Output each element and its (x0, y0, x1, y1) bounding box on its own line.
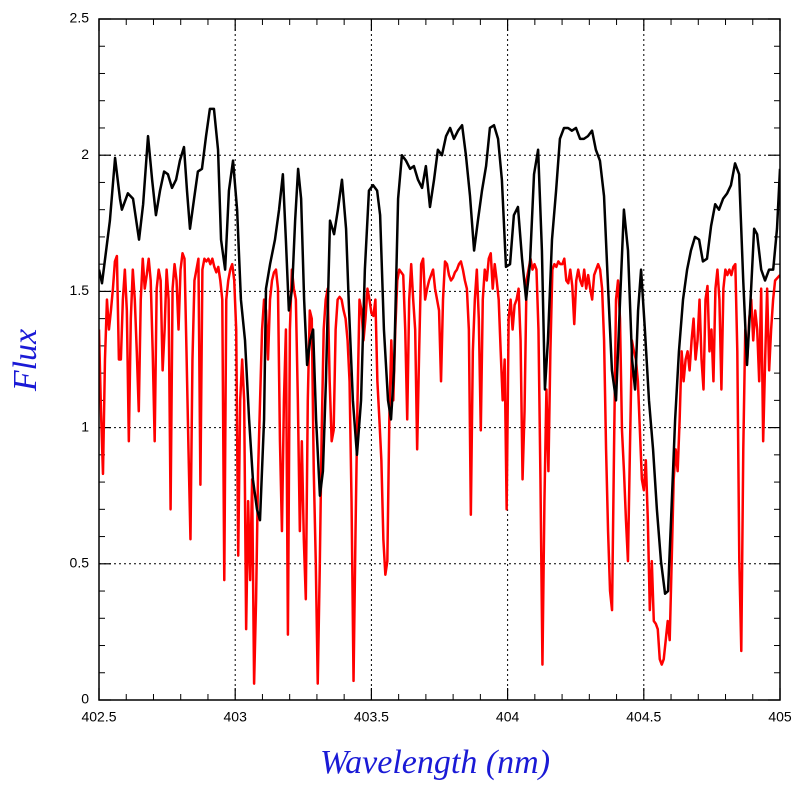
x-tick-label: 403 (224, 709, 248, 725)
lines (99, 107, 780, 685)
x-tick-label: 402.5 (81, 709, 116, 725)
tick-labels: 402.5 403 403.5 404 404.5 405 0 0.5 1 1.5 2 2.5 (70, 10, 792, 725)
plot-frame (98, 18, 781, 701)
x-tick-label: 405 (768, 709, 792, 725)
x-tick-label: 404.5 (626, 709, 661, 725)
x-tick-label: 403.5 (354, 709, 389, 725)
x-tick-label: 404 (496, 709, 520, 725)
y-tick-label: 2 (81, 146, 89, 162)
x-axis-title: Wavelength (nm) (320, 744, 550, 781)
spectrum-line (99, 252, 780, 685)
y-tick-label: 2.5 (70, 10, 90, 26)
y-tick-label: 0.5 (70, 555, 90, 571)
y-tick-label: 1 (81, 418, 89, 434)
spectrum-line (99, 107, 780, 596)
y-tick-label: 0 (81, 691, 89, 707)
y-tick-label: 1.5 (70, 282, 90, 298)
y-axis-title: Flux (7, 329, 44, 392)
